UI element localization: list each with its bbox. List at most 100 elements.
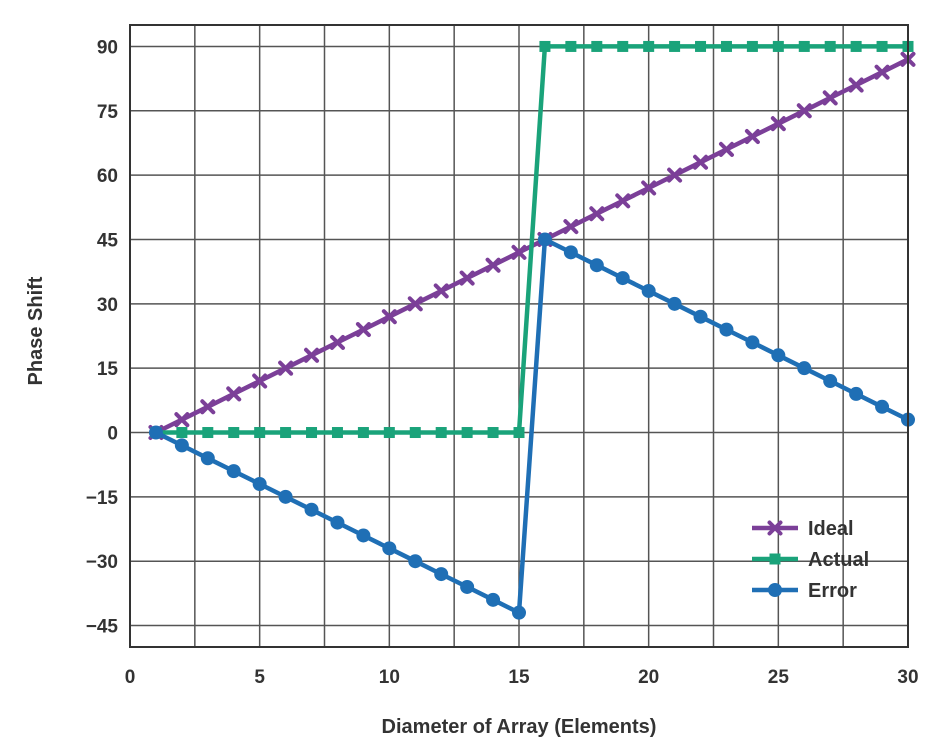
legend-label-error: Error <box>808 580 857 602</box>
y-tick-label: 30 <box>97 295 118 316</box>
legend-marker-actual <box>769 553 781 565</box>
data-point-ideal <box>278 360 294 376</box>
data-point-error <box>460 579 475 594</box>
legend-item-actual: Actual <box>752 549 869 571</box>
data-point-actual <box>383 427 395 439</box>
data-point-ideal <box>874 64 890 80</box>
data-point-actual <box>202 427 214 439</box>
data-point-error <box>434 567 449 582</box>
data-point-ideal <box>459 270 475 286</box>
y-tick-label: −15 <box>86 488 119 509</box>
data-point-actual <box>643 40 655 52</box>
data-point-error <box>875 399 890 414</box>
data-point-actual <box>176 427 188 439</box>
series-line-error <box>154 237 909 615</box>
legend-label-actual: Actual <box>808 549 869 571</box>
data-point-error <box>330 515 345 530</box>
data-point-error <box>382 541 397 556</box>
y-tick-label: 0 <box>107 424 118 445</box>
data-point-error <box>563 245 578 260</box>
data-point-actual <box>280 427 292 439</box>
data-point-actual <box>669 40 681 52</box>
legend-item-error: Error <box>752 580 857 602</box>
data-point-error <box>667 296 682 311</box>
legend: Ideal Actual Error <box>752 518 869 602</box>
data-point-ideal <box>796 103 812 119</box>
data-point-error <box>719 322 734 337</box>
data-point-actual <box>720 40 732 52</box>
data-point-error <box>771 348 786 363</box>
data-point-error <box>537 232 552 247</box>
y-tick-label: 90 <box>97 37 118 58</box>
data-point-actual <box>306 427 318 439</box>
data-point-actual <box>487 427 499 439</box>
data-point-actual <box>461 427 473 439</box>
data-point-error <box>304 502 319 517</box>
legend-label-ideal: Ideal <box>808 518 854 540</box>
data-point-error <box>512 605 526 620</box>
y-axis-title: Phase Shift <box>25 276 47 385</box>
data-point-error <box>200 451 215 466</box>
data-point-error <box>408 554 423 569</box>
y-tick-label: 60 <box>97 166 118 187</box>
data-point-ideal <box>485 257 501 273</box>
x-axis-title: Diameter of Array (Elements) <box>382 716 657 738</box>
data-point-error <box>693 309 708 324</box>
data-point-ideal <box>770 116 786 132</box>
x-tick-label: 10 <box>379 667 400 688</box>
data-point-ideal <box>744 129 760 145</box>
legend-marker-ideal <box>767 520 783 536</box>
data-point-actual <box>876 40 888 52</box>
data-point-actual <box>254 427 266 439</box>
data-point-ideal <box>641 180 657 196</box>
data-point-actual <box>772 40 784 52</box>
data-point-error <box>823 374 838 389</box>
data-point-ideal <box>329 334 345 350</box>
data-point-actual <box>695 40 707 52</box>
data-point-ideal <box>226 386 242 402</box>
series-actual <box>150 40 914 439</box>
series-error <box>148 232 915 620</box>
x-tick-label: 20 <box>638 667 659 688</box>
y-tick-label: 15 <box>97 359 119 380</box>
x-tick-label: 30 <box>897 667 918 688</box>
data-point-error <box>148 425 163 440</box>
data-point-ideal <box>355 322 371 338</box>
data-point-error <box>226 464 241 479</box>
data-point-actual <box>409 427 421 439</box>
data-point-ideal <box>693 154 709 170</box>
data-point-actual <box>850 40 862 52</box>
data-point-actual <box>798 40 810 52</box>
x-tick-label: 15 <box>508 667 530 688</box>
data-point-ideal <box>174 412 190 428</box>
data-point-error <box>745 335 760 350</box>
data-point-error <box>589 258 604 273</box>
x-tick-label: 25 <box>768 667 790 688</box>
data-point-actual <box>228 427 240 439</box>
data-point-error <box>278 489 293 504</box>
data-point-error <box>849 386 864 401</box>
series-group <box>148 40 916 620</box>
data-point-error <box>174 438 189 453</box>
data-point-actual <box>539 40 551 52</box>
data-point-error <box>615 271 630 286</box>
data-point-ideal <box>822 90 838 106</box>
data-point-error <box>641 283 656 298</box>
tick-labels: 0 5 10 15 20 25 30 90 75 60 45 30 15 0 −15 −30 −45 <box>86 37 919 688</box>
y-tick-label: 75 <box>97 102 119 123</box>
data-point-actual <box>513 427 525 439</box>
data-point-ideal <box>433 283 449 299</box>
data-point-actual <box>435 427 447 439</box>
y-tick-label: 45 <box>97 230 119 251</box>
y-tick-label: −45 <box>86 617 119 638</box>
data-point-ideal <box>667 167 683 183</box>
data-point-ideal <box>200 399 216 415</box>
data-point-actual <box>824 40 836 52</box>
data-point-error <box>252 476 267 491</box>
data-point-ideal <box>252 373 268 389</box>
data-point-actual <box>357 427 369 439</box>
data-point-error <box>486 592 501 607</box>
legend-item-ideal: Ideal <box>752 518 854 540</box>
legend-marker-error <box>768 583 782 597</box>
